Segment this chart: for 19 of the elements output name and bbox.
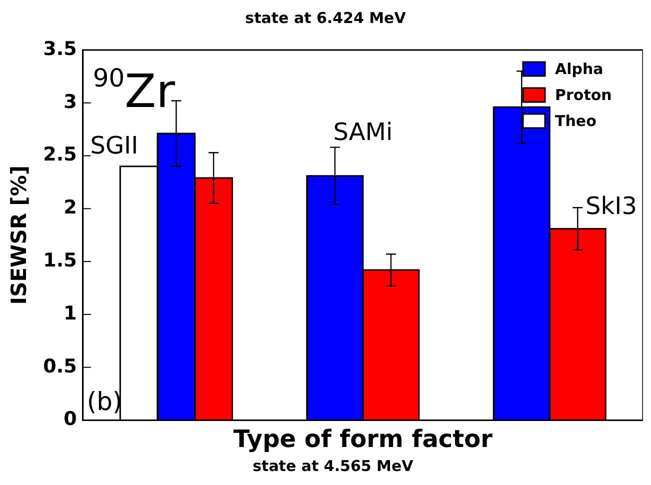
x-axis-title: Type of form factor — [233, 424, 493, 453]
y-tick-label: 3.5 — [43, 38, 77, 60]
legend-label: Alpha — [555, 60, 604, 78]
chart-title: state at 6.424 MeV — [245, 8, 406, 27]
y-tick-label: 3 — [64, 90, 77, 113]
y-tick-label: 1.5 — [43, 249, 77, 272]
y-tick-label: 1 — [64, 302, 77, 324]
annotation: SGII — [90, 132, 138, 160]
legend-label: Proton — [555, 86, 612, 104]
y-tick-label: 2 — [64, 196, 77, 219]
text: state at 4.565 MeV — [252, 457, 414, 475]
y-axis-title: ISEWSR [%] — [7, 165, 32, 305]
annotation: SkI3 — [586, 192, 638, 220]
y-tick-label: 0 — [64, 408, 77, 430]
annotation: SAMi — [333, 118, 393, 146]
annotation: (b) — [86, 387, 122, 416]
legend-label: Theo — [555, 112, 596, 130]
y-tick-label: 2.5 — [43, 144, 77, 166]
y-tick-label: 0.5 — [43, 355, 77, 378]
